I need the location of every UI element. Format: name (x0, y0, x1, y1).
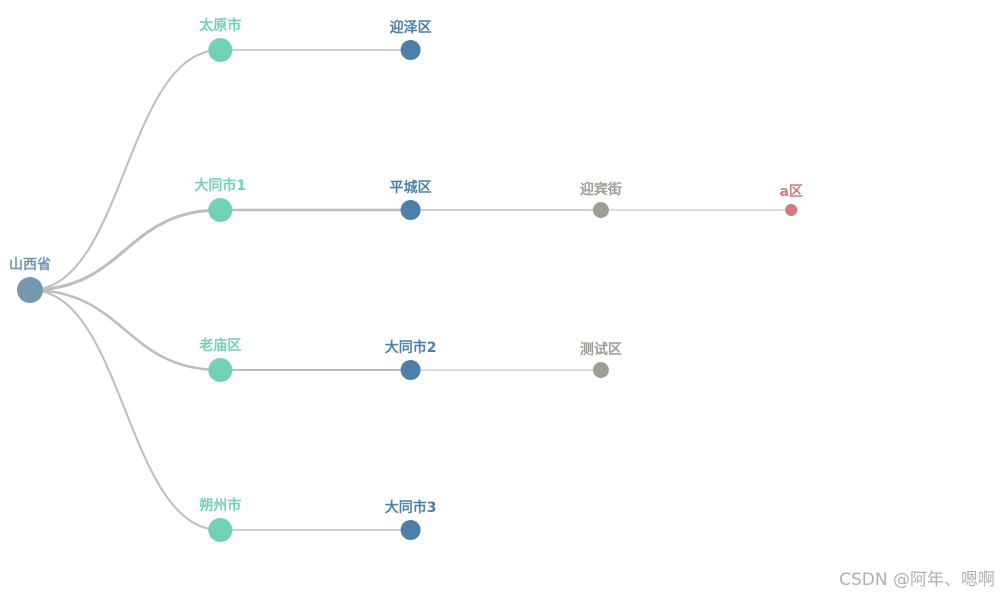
node-label: 迎宾街 (580, 181, 622, 198)
edge (29, 49, 221, 291)
node-label: 测试区 (580, 341, 622, 358)
tree-node (17, 277, 43, 303)
node-label: 山西省 (9, 256, 51, 273)
tree-node (400, 40, 421, 60)
tree-node (400, 200, 421, 220)
node-label: 大同市2 (385, 339, 437, 356)
tree-node (400, 360, 421, 380)
node-label: 大同市1 (194, 177, 246, 194)
tree-node (785, 204, 798, 216)
node-label: 迎泽区 (390, 19, 432, 36)
node-label: 朔州市 (199, 497, 241, 514)
watermark: CSDN @阿年、嗯啊 (839, 570, 995, 590)
node-label: a区 (779, 184, 802, 200)
tree-node (208, 38, 233, 62)
edge (29, 289, 221, 531)
node-label: 太原市 (199, 17, 241, 34)
edges (29, 49, 792, 531)
node-label: 平城区 (390, 179, 432, 196)
node-label: 大同市3 (385, 499, 437, 516)
edge (29, 288, 221, 372)
tree-node (592, 362, 609, 378)
tree-node (400, 520, 421, 540)
edge (29, 208, 221, 292)
tree-node (592, 202, 609, 218)
tree-node (208, 518, 233, 542)
tree-node (208, 198, 233, 222)
tree-node (208, 358, 233, 382)
node-label: 老庙区 (199, 337, 241, 354)
